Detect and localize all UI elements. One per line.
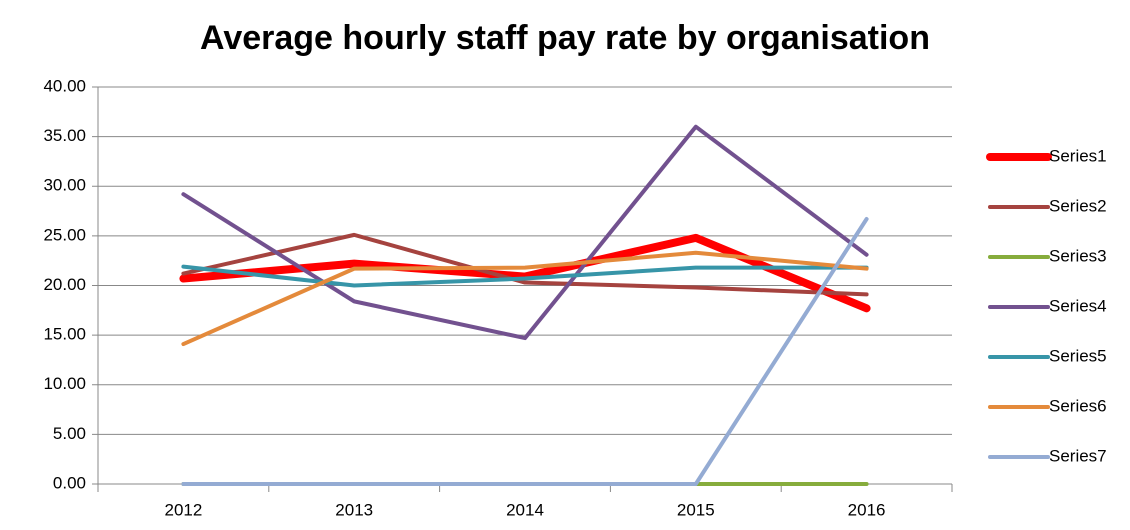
legend-label: Series5 bbox=[1049, 346, 1107, 365]
series-line bbox=[181, 232, 869, 297]
y-tick-label: 25.00 bbox=[43, 225, 86, 244]
legend-label: Series6 bbox=[1049, 396, 1107, 415]
y-tick-label: 15.00 bbox=[43, 325, 86, 344]
series-line bbox=[181, 217, 869, 486]
series-line bbox=[181, 124, 869, 341]
series-line bbox=[181, 250, 869, 347]
y-tick-label: 40.00 bbox=[43, 76, 86, 95]
legend-label: Series3 bbox=[1049, 246, 1107, 265]
x-tick-label: 2013 bbox=[335, 500, 373, 519]
y-tick-label: 0.00 bbox=[53, 473, 86, 492]
legend-label: Series1 bbox=[1049, 146, 1107, 165]
series-line bbox=[181, 264, 869, 288]
y-tick-label: 20.00 bbox=[43, 275, 86, 294]
y-tick-label: 30.00 bbox=[43, 176, 86, 195]
legend-label: Series7 bbox=[1049, 446, 1107, 465]
y-tick-label: 35.00 bbox=[43, 126, 86, 145]
x-tick-label: 2015 bbox=[677, 500, 715, 519]
chart-title: Average hourly staff pay rate by organis… bbox=[200, 19, 930, 57]
x-tick-label: 2012 bbox=[164, 500, 202, 519]
legend-label: Series2 bbox=[1049, 196, 1107, 215]
x-tick-label: 2016 bbox=[848, 500, 886, 519]
legend-label: Series4 bbox=[1049, 296, 1107, 315]
x-tick-label: 2014 bbox=[506, 500, 544, 519]
y-tick-label: 5.00 bbox=[53, 424, 86, 443]
y-tick-label: 10.00 bbox=[43, 374, 86, 393]
